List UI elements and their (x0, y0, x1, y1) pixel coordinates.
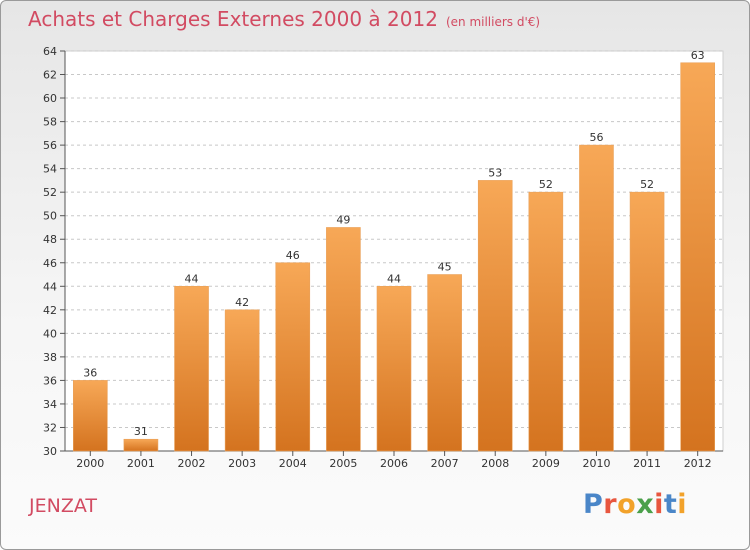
y-tick-label: 34 (43, 398, 57, 411)
bar (579, 144, 614, 452)
bar-value-label: 44 (387, 272, 401, 285)
bar (275, 262, 311, 452)
x-tick-label: 2001 (127, 457, 155, 470)
bar (477, 180, 513, 452)
bar (528, 191, 564, 452)
logo-letter: x (636, 489, 655, 520)
bar (376, 285, 412, 452)
title-text: Achats et Charges Externes 2000 à 2012 (28, 7, 438, 31)
y-tick-label: 54 (43, 163, 57, 176)
commune-name: JENZAT (29, 495, 97, 517)
bar-value-label: 52 (640, 178, 654, 191)
bar (73, 380, 108, 452)
y-tick-label: 52 (43, 186, 57, 199)
bar (427, 274, 462, 452)
bar-value-label: 52 (539, 178, 553, 191)
y-tick-label: 44 (43, 280, 57, 293)
x-tick-label: 2012 (684, 457, 712, 470)
logo-letter: i (654, 489, 664, 520)
bar (326, 227, 361, 452)
x-tick-label: 2000 (76, 457, 104, 470)
bar-value-label: 45 (438, 261, 452, 274)
x-tick-label: 2004 (279, 457, 307, 470)
bar (224, 309, 260, 452)
y-tick-label: 50 (43, 210, 57, 223)
x-tick-label: 2007 (431, 457, 459, 470)
chart-title: Achats et Charges Externes 2000 à 2012 (e… (28, 7, 540, 31)
logo-letter: P (583, 489, 604, 520)
y-tick-label: 30 (43, 445, 57, 458)
logo-letter: i (677, 489, 688, 520)
bar-value-label: 42 (235, 296, 249, 309)
bar-value-label: 49 (336, 213, 350, 226)
x-tick-label: 2009 (532, 457, 560, 470)
proxiti-logo: Proxiti (583, 489, 687, 520)
x-tick-label: 2002 (178, 457, 206, 470)
y-tick-label: 40 (43, 327, 57, 340)
y-tick-label: 58 (43, 116, 57, 129)
y-tick-label: 36 (43, 374, 57, 387)
y-tick-label: 46 (43, 257, 57, 270)
y-tick-label: 48 (43, 233, 57, 246)
y-tick-label: 62 (43, 69, 57, 82)
bar-value-label: 44 (185, 272, 199, 285)
x-tick-label: 2005 (329, 457, 357, 470)
unit-label: (en milliers d'€) (445, 15, 541, 29)
bar (174, 285, 209, 452)
y-tick-label: 56 (43, 139, 57, 152)
logo-letter: r (603, 489, 618, 520)
y-tick-label: 42 (43, 304, 57, 317)
bar (123, 438, 159, 452)
x-tick-label: 2003 (228, 457, 256, 470)
x-tick-label: 2011 (633, 457, 661, 470)
bar-value-label: 53 (488, 166, 502, 179)
bar-value-label: 31 (134, 425, 148, 438)
bar-value-label: 36 (83, 366, 97, 379)
logo-letter: o (617, 489, 637, 520)
bar-value-label: 46 (286, 249, 300, 262)
bar (680, 62, 715, 452)
x-tick-label: 2010 (582, 457, 610, 470)
bar (629, 191, 665, 452)
y-tick-label: 38 (43, 351, 57, 364)
y-tick-label: 32 (43, 421, 57, 434)
logo-letter: t (663, 489, 678, 520)
bar-value-label: 63 (691, 49, 705, 62)
y-tick-label: 60 (43, 92, 57, 105)
x-tick-label: 2008 (481, 457, 509, 470)
x-tick-label: 2006 (380, 457, 408, 470)
bar-value-label: 56 (589, 131, 603, 144)
y-tick-label: 64 (43, 45, 57, 58)
